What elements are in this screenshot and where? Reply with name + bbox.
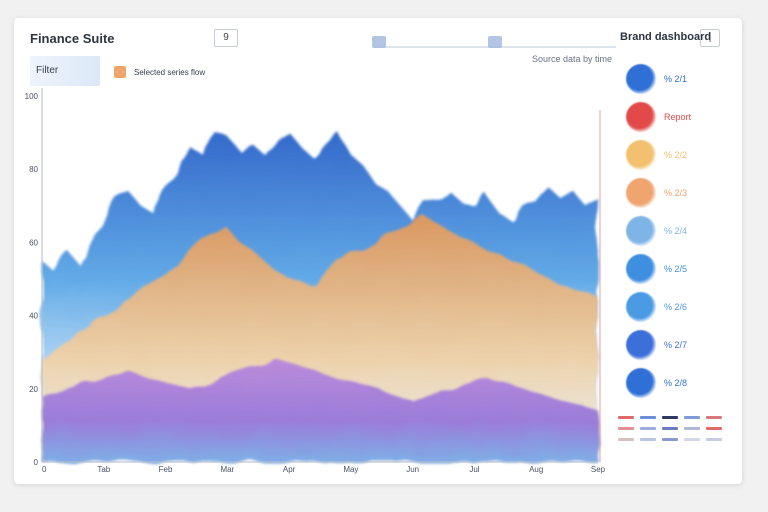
y-tick-label: 60: [29, 238, 38, 247]
x-tick-label: May: [343, 465, 358, 474]
x-tick-label: 0: [42, 465, 47, 474]
range-slider-start-handle[interactable]: [372, 36, 386, 48]
range-slider-end-handle[interactable]: [488, 36, 502, 48]
side-legend-swatch: [626, 102, 656, 132]
filter-box[interactable]: Filter: [30, 56, 100, 86]
side-legend-label: % 2/8: [664, 378, 688, 388]
y-tick-label: 80: [29, 165, 38, 174]
area-series-2: [42, 359, 598, 462]
top-legend-swatch: [114, 66, 126, 78]
side-legend-label: % 2/4: [664, 226, 688, 236]
side-legend-item[interactable]: % 2/3: [618, 178, 728, 212]
dashboard-card: Finance Suite 9 Brand dashboard | Source…: [14, 18, 742, 484]
side-legend-item[interactable]: % 2/6: [618, 292, 728, 326]
side-legend-item[interactable]: % 2/2: [618, 140, 728, 174]
side-legend-swatch: [626, 178, 656, 208]
side-legend-item[interactable]: % 2/8: [618, 368, 728, 402]
side-legend-label: Report: [664, 112, 692, 122]
side-legend-label: % 2/3: [664, 188, 688, 198]
side-legend-item[interactable]: % 2/5: [618, 254, 728, 288]
side-legend-item[interactable]: Report: [618, 102, 728, 136]
y-tick-label: 100: [25, 92, 39, 101]
side-legend-label: % 2/5: [664, 264, 688, 274]
side-legend-label: % 2/7: [664, 340, 688, 350]
area-chart: 0 20 40 60 80 100 0 Tab Feb Mar Apr May Jun Jul Aug Sep: [25, 88, 606, 474]
x-tick-label: Tab: [97, 465, 110, 474]
side-legend-label: % 2/2: [664, 150, 688, 160]
top-legend-label: Selected series flow: [134, 67, 206, 77]
side-legend-label: % 2/1: [664, 74, 688, 84]
side-legend-swatch: [626, 254, 656, 284]
side-legend-swatch: [626, 216, 656, 246]
x-tick-label: Mar: [220, 465, 234, 474]
side-legend-swatch: [626, 140, 656, 170]
top-number-input[interactable]: 9: [214, 29, 238, 47]
brand-menu-button[interactable]: |: [700, 29, 720, 47]
side-legend-swatch: [626, 368, 656, 398]
brand-label: Brand dashboard: [620, 31, 712, 43]
y-tick-label: 20: [29, 385, 38, 394]
y-tick-label: 40: [29, 312, 38, 321]
top-bar: Finance Suite 9 Brand dashboard |: [14, 18, 742, 62]
side-legend-item[interactable]: % 2/1: [618, 64, 728, 98]
side-legend-swatch: [626, 292, 656, 322]
top-legend: Selected series flow: [114, 66, 205, 78]
side-legend-swatch: [626, 330, 656, 360]
side-legend-item[interactable]: % 2/7: [618, 330, 728, 364]
page-title: Finance Suite: [30, 31, 115, 46]
chart-subtitle: Source data by time: [531, 54, 612, 64]
x-tick-label: Aug: [529, 465, 543, 474]
x-tick-label: Feb: [159, 465, 173, 474]
side-legend-footer: [618, 416, 728, 449]
side-legend-label: % 2/6: [664, 302, 688, 312]
side-legend-swatch: [626, 64, 656, 94]
x-tick-label: Sep: [591, 465, 606, 474]
side-legend-item[interactable]: % 2/4: [618, 216, 728, 250]
y-tick-label: 0: [34, 458, 39, 467]
x-tick-label: Jul: [469, 465, 479, 474]
x-tick-label: Jun: [406, 465, 419, 474]
x-tick-label: Apr: [283, 465, 296, 474]
